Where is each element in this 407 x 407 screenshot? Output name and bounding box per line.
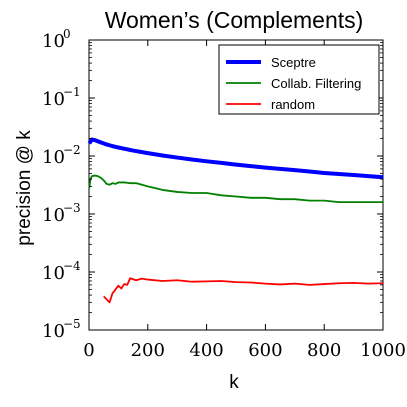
series-layer bbox=[87, 137, 384, 304]
y-tick-exponent: −4 bbox=[63, 259, 81, 273]
y-tick-exponent: 0 bbox=[63, 27, 71, 41]
legend-label-0: Sceptre bbox=[271, 55, 316, 70]
legend-label-2: random bbox=[271, 97, 315, 112]
x-tick-label: 800 bbox=[307, 340, 341, 361]
y-tick-exponent: −3 bbox=[63, 201, 81, 215]
x-tick-label: 0 bbox=[83, 340, 94, 361]
y-tick-label: 10 bbox=[42, 321, 65, 342]
y-tick-exponent: −1 bbox=[63, 85, 81, 99]
y-tick-exponent: −5 bbox=[63, 317, 81, 331]
x-tick-label: 200 bbox=[131, 340, 165, 361]
legend-box bbox=[218, 44, 380, 115]
y-axis-label: precision @ k bbox=[14, 130, 35, 246]
x-axis-label: k bbox=[229, 372, 239, 393]
x-tick-label: 400 bbox=[189, 340, 223, 361]
series-line-1 bbox=[88, 174, 383, 204]
x-tick-label: 1000 bbox=[360, 340, 406, 361]
legend: Sceptre Collab. Filtering random bbox=[218, 44, 380, 115]
y-tick-label: 10 bbox=[42, 205, 65, 226]
y-tick-label: 10 bbox=[42, 89, 65, 110]
chart-title: Women’s (Complements) bbox=[105, 7, 364, 33]
y-tick-label: 10 bbox=[42, 31, 65, 52]
x-tick-label: 600 bbox=[248, 340, 282, 361]
series-line-2 bbox=[103, 277, 384, 304]
y-tick-label: 10 bbox=[42, 147, 65, 168]
y-tick-exponent: −2 bbox=[63, 143, 81, 157]
legend-label-1: Collab. Filtering bbox=[271, 76, 361, 91]
y-tick-label: 10 bbox=[42, 263, 65, 284]
series-line-0 bbox=[87, 137, 384, 180]
